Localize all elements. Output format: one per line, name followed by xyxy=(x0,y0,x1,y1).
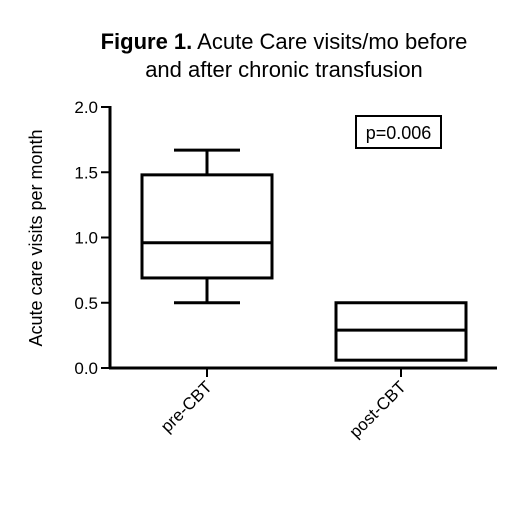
boxes xyxy=(140,148,468,362)
y-ticks: 0.0 0.5 1.0 1.5 2.0 xyxy=(74,98,110,378)
y-tick-label: 1.5 xyxy=(74,163,98,182)
chart-title-line-2: and after chronic transfusion xyxy=(145,57,423,82)
chart-title-bold: Figure 1. xyxy=(101,29,193,54)
y-tick-label: 2.0 xyxy=(74,98,98,117)
y-tick-label: 0.0 xyxy=(74,359,98,378)
x-tick-label: pre-CBT xyxy=(157,377,216,436)
y-tick-label: 0.5 xyxy=(74,294,98,313)
p-value-box xyxy=(355,115,442,149)
box-body xyxy=(140,173,274,280)
x-tick-label: post-CBT xyxy=(346,377,410,441)
y-axis-label: Acute care visits per month xyxy=(26,129,46,346)
y-tick-label: 1.0 xyxy=(74,229,98,248)
box-pre-cbt xyxy=(140,148,274,305)
x-ticks: pre-CBT post-CBT xyxy=(157,368,410,442)
box-post-cbt xyxy=(334,301,468,362)
p-value-annotation: p=0.006 xyxy=(366,123,432,143)
chart-title-rest: Acute Care visits/mo before xyxy=(192,29,467,54)
chart-title-line-1: Figure 1. Acute Care visits/mo before xyxy=(101,29,468,54)
